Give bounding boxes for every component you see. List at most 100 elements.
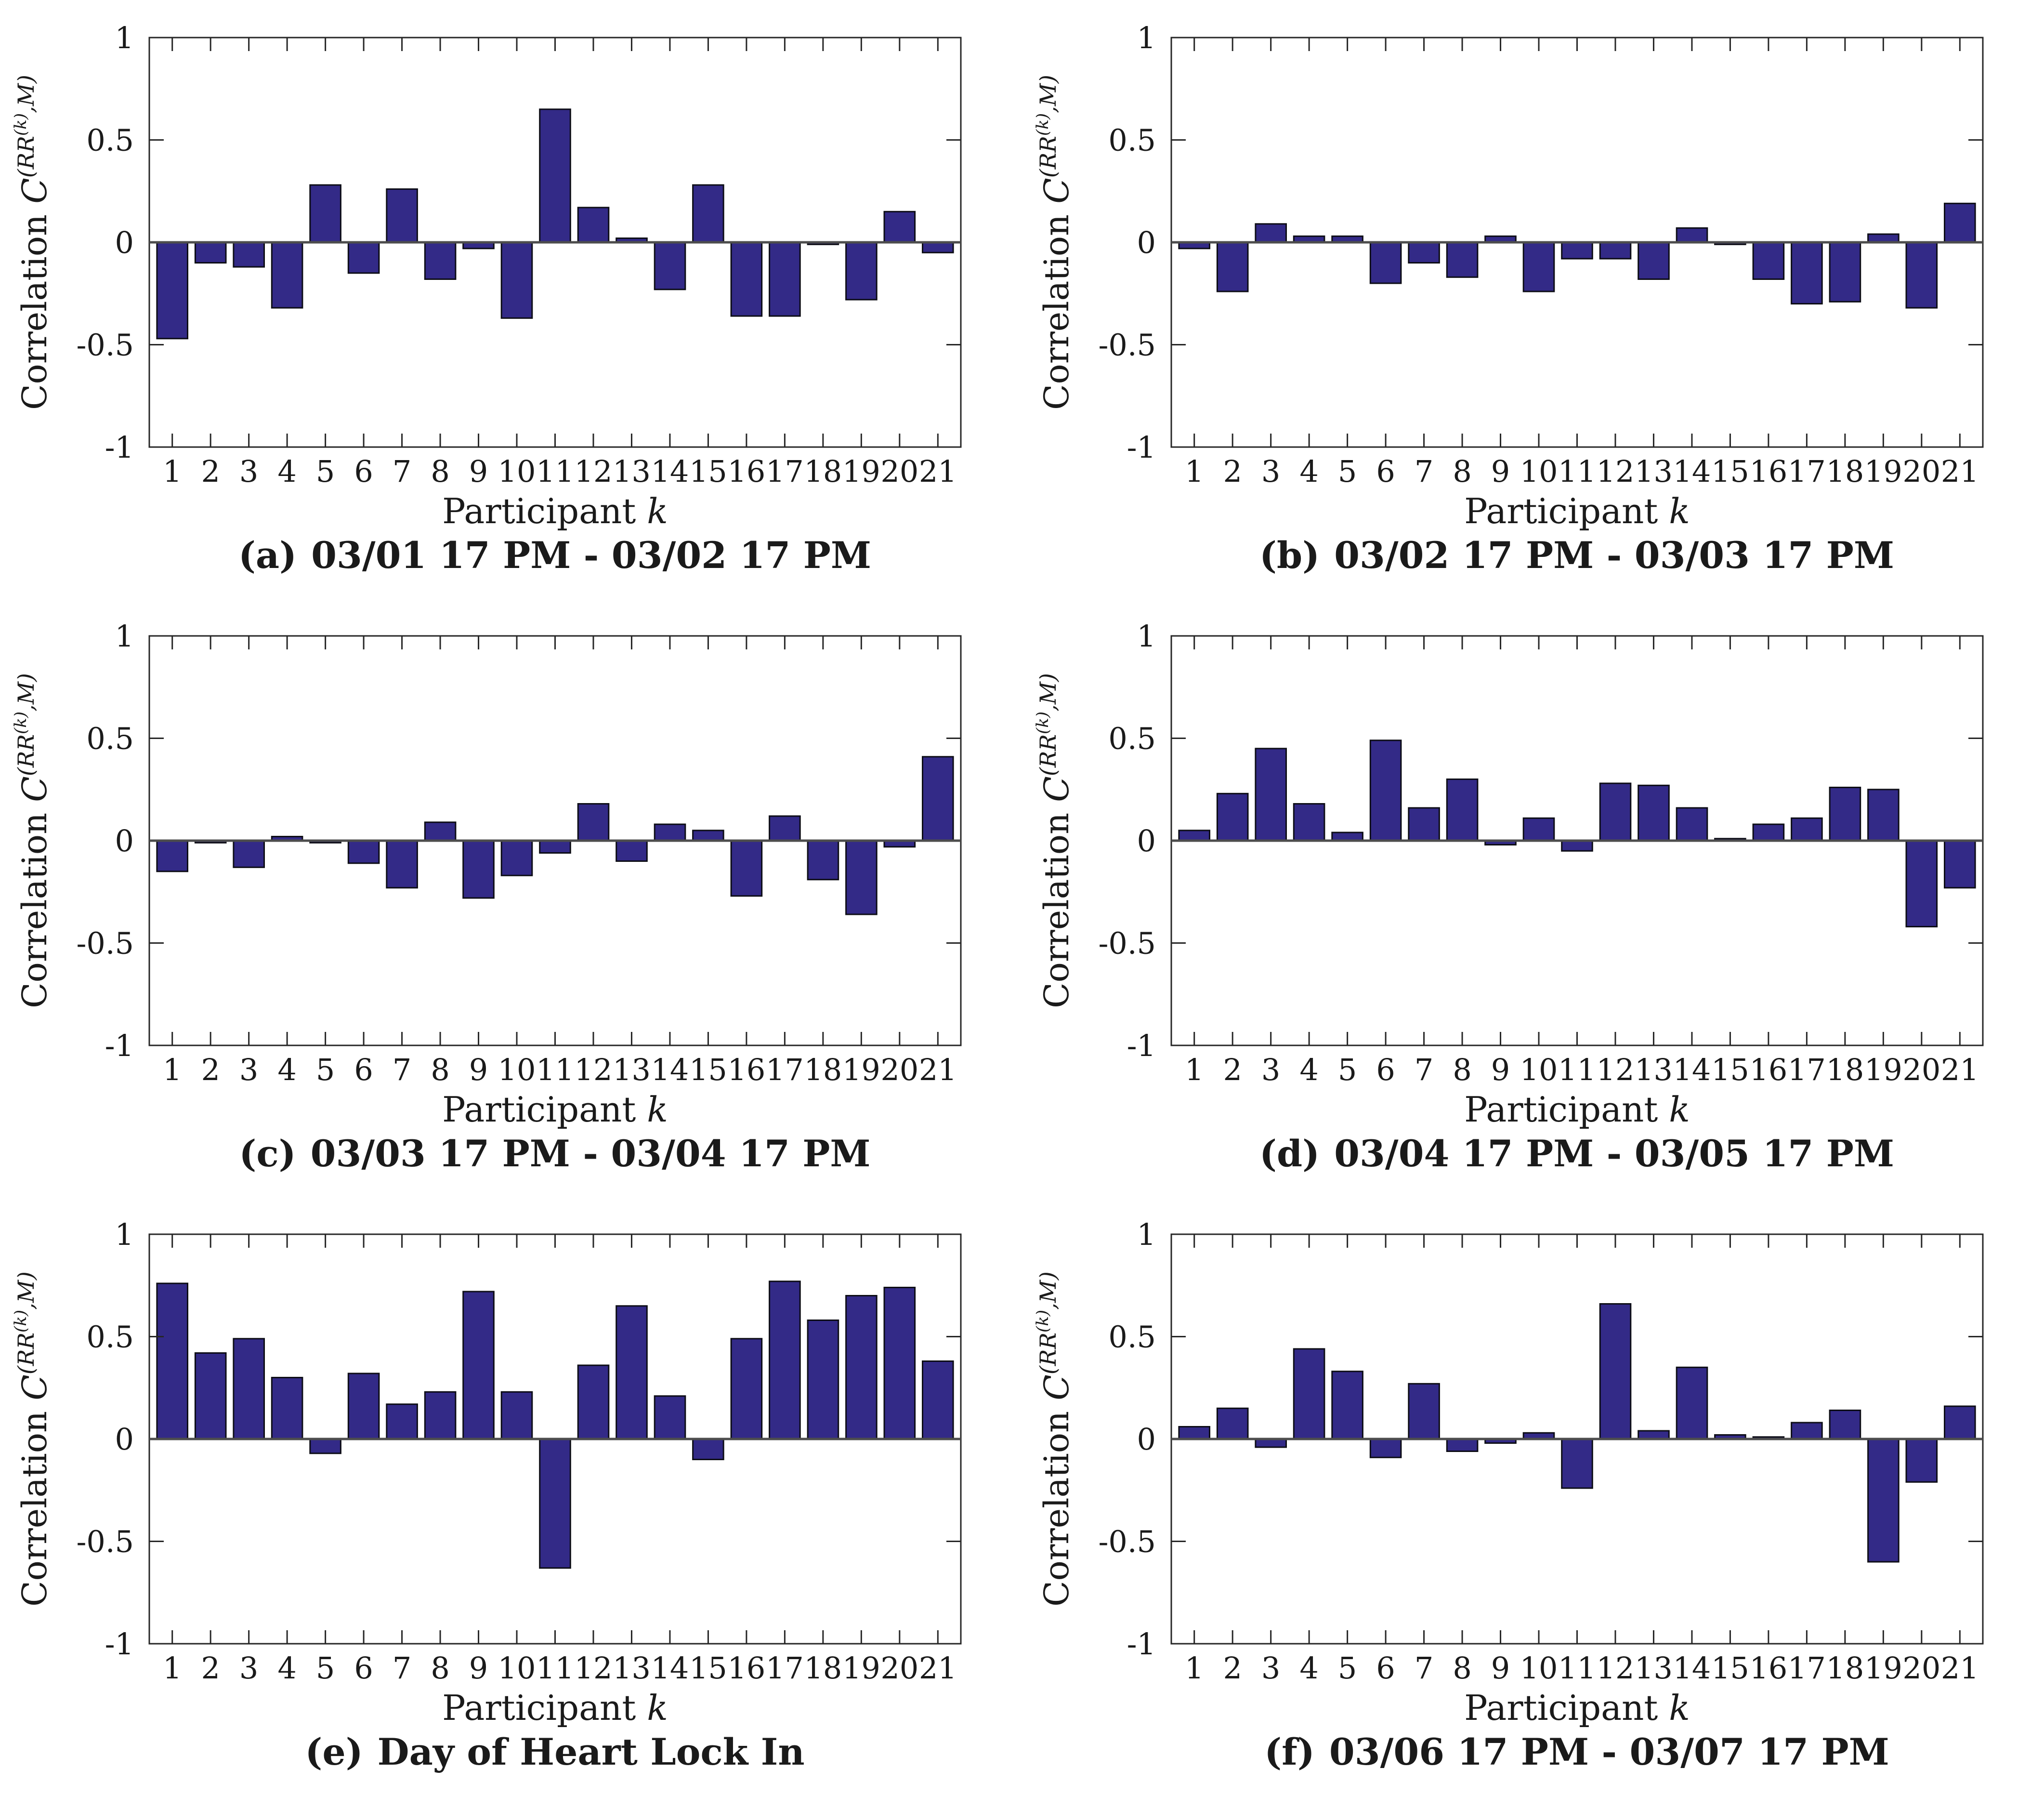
bar-participant-21: [922, 241, 954, 253]
bar-participant-19: [1867, 233, 1900, 243]
bar-participant-15: [692, 830, 724, 842]
bar-participant-4: [1293, 1348, 1325, 1440]
bar-participant-18: [1829, 1410, 1861, 1440]
x-tick-label: 15: [1711, 1052, 1749, 1087]
y-tick-label: -0.5: [76, 1524, 134, 1559]
y-axis-label: Correlation C(RR(k),M): [1033, 1271, 1076, 1607]
bar-participant-3: [1255, 223, 1287, 243]
x-tick-label: 9: [469, 1650, 488, 1686]
y-tick-labels: -1 -0.5 0 0.5 1: [1098, 619, 1156, 1063]
bar-participant-2: [1216, 241, 1249, 292]
x-axis-label: Participant k: [442, 491, 668, 531]
y-tick-labels: -1 -0.5 0 0.5 1: [76, 619, 134, 1063]
bar-participant-12: [577, 207, 610, 243]
y-tick-labels: -1 -0.5 0 0.5 1: [76, 1217, 134, 1662]
y-tick-label: 1: [1137, 619, 1156, 654]
x-tick-label: 21: [919, 1052, 957, 1087]
x-tick-label: 2: [1223, 1052, 1242, 1087]
bar-participant-21: [1944, 840, 1976, 889]
x-tick-label: 21: [1941, 1650, 1979, 1686]
x-tick-label: 9: [1491, 454, 1510, 489]
bars: [156, 756, 954, 915]
bar-participant-2: [1216, 1407, 1249, 1440]
x-tick-label: 17: [766, 454, 804, 489]
bar-participant-5: [1331, 1371, 1363, 1440]
y-tick-label: -1: [105, 1028, 134, 1063]
x-tick-label: 21: [919, 454, 957, 489]
bar-participant-9: [462, 1291, 495, 1440]
y-axis-label: Correlation C(RR(k),M): [11, 673, 54, 1008]
y-tick-label: 1: [115, 1217, 134, 1252]
x-axis-label: Participant k: [1464, 491, 1690, 531]
x-tick-label: 20: [880, 1650, 918, 1686]
x-tick-label: 17: [1788, 1650, 1826, 1686]
x-tick-label: 4: [277, 454, 296, 489]
bar-participant-14: [654, 241, 686, 290]
bar-participant-5: [1331, 832, 1363, 842]
bar-participant-21: [922, 1360, 954, 1440]
caption-a-label: (a): [238, 534, 297, 577]
y-tick-label: 0: [115, 225, 134, 260]
x-tick-label: 5: [1338, 454, 1357, 489]
y-tick-label: -0.5: [1098, 926, 1156, 961]
chart-d: -1-0.500.511 2 3 4 5 6 7 8 9 10 11 12 13 14 15 16 17 18 19…: [1033, 619, 1984, 1130]
bar-participant-8: [424, 241, 457, 280]
bars: [1178, 739, 1976, 927]
caption-d-label: (d): [1259, 1132, 1320, 1175]
x-tick-label: 13: [613, 454, 651, 489]
caption-e-text: Day of Heart Lock In: [377, 1730, 805, 1773]
x-tick-label: 8: [431, 454, 449, 489]
bar-participant-4: [1293, 803, 1325, 842]
bar-participant-14: [654, 823, 686, 842]
x-tick-label: 6: [1376, 1650, 1395, 1686]
x-tick-label: 11: [1558, 1650, 1596, 1686]
bar-participant-1: [156, 1282, 188, 1440]
bar-participant-3: [233, 241, 265, 268]
bar-participant-3: [233, 840, 265, 868]
x-tick-label: 3: [1261, 454, 1280, 489]
bar-participant-20: [883, 211, 916, 243]
x-tick-label: 5: [316, 1650, 335, 1686]
y-tick-label: 0.5: [86, 1320, 134, 1355]
bar-participant-17: [769, 241, 801, 317]
x-tick-label: 14: [1673, 1650, 1711, 1686]
bar-participant-11: [1561, 241, 1593, 260]
y-axis-label: Correlation C(RR(k),M): [1033, 75, 1076, 410]
bar-participant-21: [1944, 202, 1976, 243]
x-tick-label: 5: [1338, 1052, 1357, 1087]
x-tick-label: 2: [1223, 1650, 1242, 1686]
x-tick-label: 10: [1520, 1052, 1558, 1087]
bar-participant-6: [1369, 1438, 1402, 1458]
x-tick-label: 1: [1185, 454, 1204, 489]
caption-d: (d) 03/04 17 PM - 03/05 17 PM: [1134, 1132, 2020, 1175]
subplot-d: -1 -0.5 0 0.5 1 1 2 3 4 5 6 7 8 9 10 11 12 13 14 15 16 17 18 19…: [1022, 598, 2044, 1197]
x-tick-label: 6: [354, 1052, 373, 1087]
x-tick-labels: 1 2 3 4 5 6 7 8 9 10 11 12 13 14 15 16 17 18 19 20 21: [163, 1052, 957, 1087]
y-axis-label: Correlation C(RR(k),M): [1033, 673, 1076, 1008]
x-tick-label: 7: [393, 1052, 411, 1087]
y-tick-label: -0.5: [76, 926, 134, 961]
x-tick-label: 17: [766, 1650, 804, 1686]
y-tick-label: 1: [1137, 1217, 1156, 1252]
y-tick-label: -0.5: [76, 328, 134, 363]
x-tick-label: 5: [1338, 1650, 1357, 1686]
x-tick-label: 4: [1299, 1052, 1318, 1087]
bar-participant-12: [1599, 1303, 1632, 1440]
x-tick-label: 3: [239, 1052, 258, 1087]
x-tick-label: 19: [1864, 454, 1902, 489]
x-tick-labels: 1 2 3 4 5 6 7 8 9 10 11 12 13 14 15 16 17 18 19 20 21: [163, 1650, 957, 1686]
bar-participant-2: [1216, 792, 1249, 842]
bar-participant-21: [922, 756, 954, 842]
bar-participant-16: [730, 1338, 763, 1440]
x-tick-label: 13: [1635, 1650, 1673, 1686]
subplot-b: -1 -0.5 0 0.5 1 1 2 3 4 5 6 7 8 9 10 11 12 13 14 15 16 17 18 19…: [1022, 0, 2044, 598]
caption-c: (c) 03/03 17 PM - 03/04 17 PM: [112, 1132, 998, 1175]
x-tick-label: 11: [1558, 454, 1596, 489]
bar-participant-13: [616, 1305, 648, 1440]
bar-participant-17: [1791, 1422, 1823, 1440]
bar-participant-20: [1905, 241, 1938, 309]
x-tick-label: 13: [613, 1052, 651, 1087]
x-tick-label: 16: [727, 454, 765, 489]
x-tick-label: 8: [1453, 454, 1471, 489]
bar-participant-11: [1561, 840, 1593, 852]
